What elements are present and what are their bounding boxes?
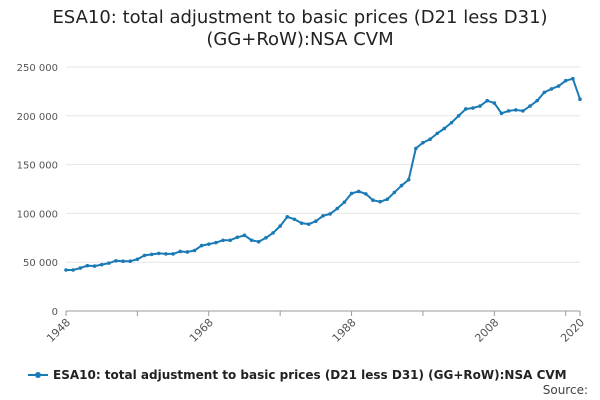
x-tick-label: 1968 [187,316,216,345]
data-point[interactable] [385,197,390,202]
data-point[interactable] [64,268,68,272]
data-point[interactable] [235,235,240,240]
legend[interactable]: ESA10: total adjustment to basic prices … [28,368,567,382]
data-point[interactable] [306,222,311,226]
legend-marker-icon [35,372,41,378]
data-point[interactable] [114,258,118,263]
data-point[interactable] [228,238,232,243]
data-point[interactable] [78,266,83,270]
x-axis-ticks: 1948 1968 1988 2008 2020 [44,311,587,345]
data-point[interactable] [371,198,375,203]
series-line [66,77,581,272]
data-point[interactable] [299,221,304,225]
x-tick-label: 1948 [44,316,73,345]
data-point[interactable] [256,239,261,244]
y-tick-label: 150 000 [17,161,58,172]
data-point[interactable] [192,248,197,253]
data-point[interactable] [549,87,554,91]
data-point[interactable] [364,192,368,196]
y-tick-label: 50 000 [23,258,58,269]
data-point[interactable] [185,250,190,254]
data-point[interactable] [149,252,154,257]
chart-title-line-2: (GG+RoW):NSA CVM [206,29,393,50]
data-point[interactable] [85,263,90,268]
data-point[interactable] [478,104,482,108]
data-point[interactable] [535,98,539,103]
data-point[interactable] [292,217,297,222]
grid-lines [66,66,580,263]
data-point[interactable] [328,212,332,216]
data-point[interactable] [399,183,404,188]
data-point[interactable] [221,238,225,243]
data-point[interactable] [92,264,97,268]
data-point[interactable] [107,261,111,265]
data-point[interactable] [335,206,340,211]
data-point[interactable] [506,109,511,113]
data-point[interactable] [278,224,282,228]
x-tick-label: 2020 [558,316,587,345]
data-point[interactable] [563,78,568,83]
data-point[interactable] [321,214,325,218]
data-point[interactable] [378,199,382,204]
data-point[interactable] [571,76,575,81]
data-point[interactable] [157,251,161,256]
y-tick-label: 200 000 [17,112,58,123]
data-point[interactable] [242,233,247,238]
data-point[interactable] [414,146,418,151]
data-point[interactable] [442,126,447,131]
data-point[interactable] [171,252,175,256]
data-point[interactable] [528,104,532,108]
data-point[interactable] [349,191,354,196]
data-point[interactable] [499,111,504,116]
y-tick-label: 100 000 [17,209,58,220]
data-point[interactable] [463,107,468,111]
legend-label: ESA10: total adjustment to basic prices … [53,368,567,382]
y-axis-ticks: 0 50 000 100 000 150 000 200 000 250 000 [17,63,58,318]
data-point[interactable] [392,190,397,195]
data-point[interactable] [206,242,211,246]
x-tick-label: 2008 [472,316,501,345]
data-point[interactable] [178,249,183,254]
series-points [64,76,582,272]
data-point[interactable] [485,98,489,103]
data-point[interactable] [214,240,218,245]
chart-title-line-1: ESA10: total adjustment to basic prices … [52,7,547,28]
data-point[interactable] [578,97,582,102]
data-point[interactable] [128,259,133,264]
y-tick-label: 0 [52,307,58,318]
data-point[interactable] [542,90,547,95]
source-label: Source: [543,383,588,397]
data-point[interactable] [71,268,75,272]
data-point[interactable] [513,108,518,112]
data-point[interactable] [456,114,461,118]
data-point[interactable] [521,109,525,113]
data-point[interactable] [435,131,440,136]
data-point[interactable] [421,140,425,145]
data-point[interactable] [142,253,147,258]
data-point[interactable] [264,236,268,240]
x-tick-label: 1988 [330,316,359,345]
data-point[interactable] [99,262,104,267]
data-point[interactable] [121,259,125,264]
data-point[interactable] [271,231,275,235]
data-point[interactable] [471,106,475,110]
data-point[interactable] [406,177,411,182]
data-point[interactable] [164,252,168,256]
data-point[interactable] [135,257,140,262]
data-point[interactable] [342,200,347,204]
data-point[interactable] [314,219,318,224]
data-point[interactable] [428,137,432,142]
y-tick-label: 250 000 [17,63,58,74]
data-point[interactable] [492,101,497,105]
data-point[interactable] [285,215,290,219]
data-point[interactable] [356,189,361,194]
data-point[interactable] [249,238,254,243]
data-point[interactable] [556,84,561,88]
data-point[interactable] [449,120,454,125]
data-point[interactable] [199,243,204,248]
